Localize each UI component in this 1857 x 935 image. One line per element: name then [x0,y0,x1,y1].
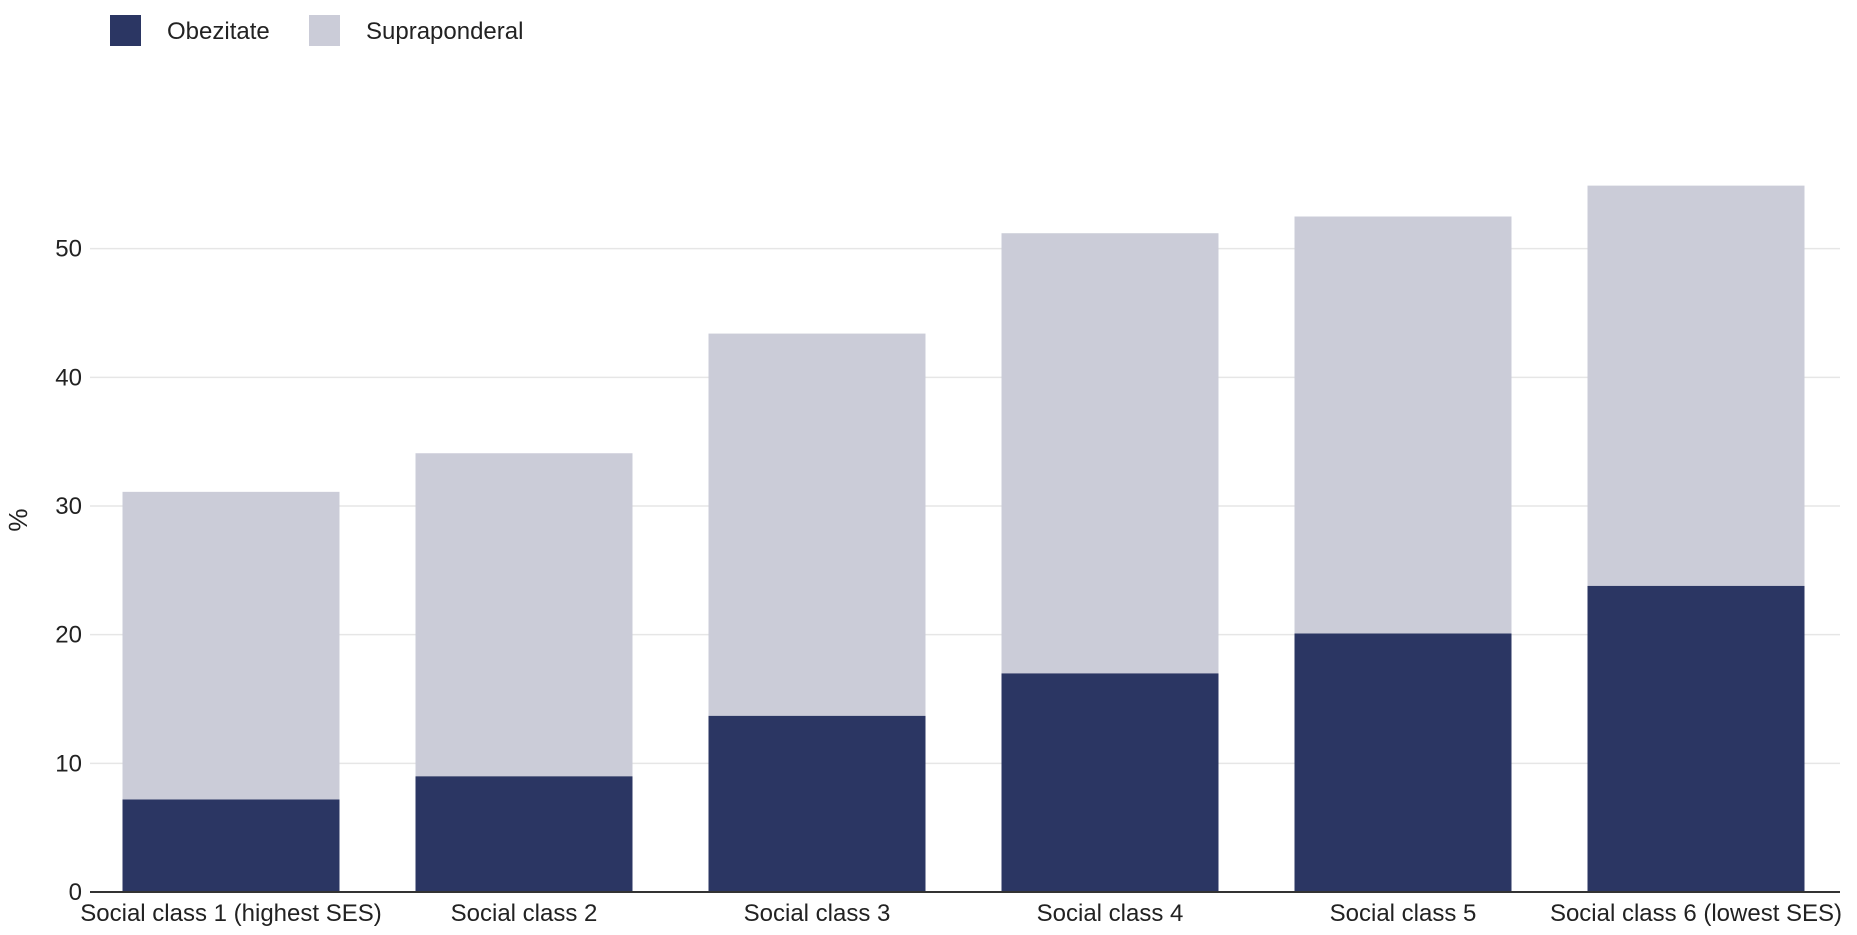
y-tick-label-0: 0 [69,879,82,906]
y-axis: 0 10 20 30 40 50 [55,236,82,906]
bar-obezitate-2 [708,715,926,892]
y-axis-title: % [3,508,33,531]
bar-supraponderal-4 [1294,216,1512,634]
y-tick-label-2: 20 [55,622,82,649]
x-tick-label-1: Social class 2 [451,900,598,927]
y-tick-label-5: 50 [55,236,82,263]
legend-swatch-1 [309,15,340,46]
x-axis: Social class 1 (highest SES) Social class… [80,891,1842,927]
bar-obezitate-5 [1587,585,1805,892]
y-tick-label-3: 30 [55,493,82,520]
legend-swatch-0 [110,15,141,46]
legend: Obezitate Supraponderal [110,15,523,46]
x-tick-label-3: Social class 4 [1037,900,1184,927]
x-tick-label-2: Social class 3 [744,900,891,927]
y-tick-label-4: 40 [55,364,82,391]
bar-supraponderal-5 [1587,185,1805,586]
bar-obezitate-0 [122,799,340,892]
x-tick-label-0: Social class 1 (highest SES) [80,900,381,927]
bar-supraponderal-3 [1001,233,1219,674]
bars [122,185,1805,892]
bar-supraponderal-1 [415,453,633,777]
legend-label-0: Obezitate [167,18,270,45]
bar-obezitate-4 [1294,633,1512,892]
x-tick-label-5: Social class 6 (lowest SES) [1550,900,1842,927]
bar-obezitate-3 [1001,673,1219,892]
grid-lines [90,247,1840,765]
x-tick-label-4: Social class 5 [1330,900,1477,927]
bar-supraponderal-0 [122,491,340,800]
legend-label-1: Supraponderal [366,18,523,45]
bar-supraponderal-2 [708,333,926,716]
bar-obezitate-1 [415,776,633,892]
y-tick-label-1: 10 [55,750,82,777]
